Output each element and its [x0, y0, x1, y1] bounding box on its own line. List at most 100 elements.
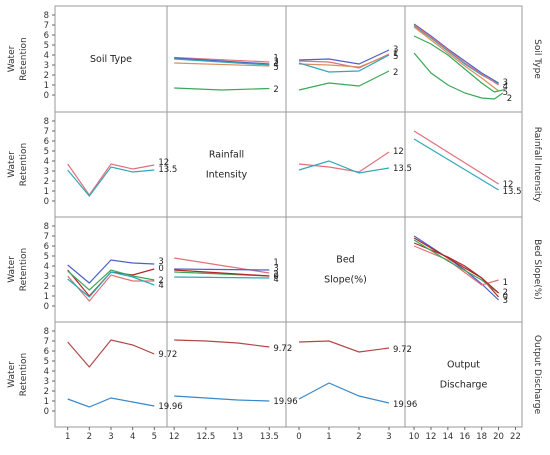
y-tick-label: 2 — [44, 177, 49, 187]
series-label-1: 1 — [503, 278, 508, 288]
series-line-1 — [67, 274, 155, 302]
x-axis-output-discharge: 10 12 14 16 18 20 22 — [409, 427, 521, 442]
series-line-3 — [298, 49, 390, 65]
y-tick-label: 4 — [44, 157, 49, 167]
series-line-4 — [67, 271, 155, 298]
row-factor-label: Rainfall Intensity — [532, 127, 542, 203]
y-axis-label: Water — [7, 45, 17, 72]
series-label-5: 5 — [273, 63, 278, 73]
series-label-5: 5 — [393, 52, 398, 62]
x-tick-label: 3 — [386, 432, 391, 442]
series-label-12: 12 — [393, 147, 404, 157]
series-label-2: 2 — [158, 276, 163, 286]
row-factor-label: Bed Slope(%) — [532, 239, 542, 300]
series-label-19-96: 19.96 — [158, 402, 182, 412]
series-label-9-72: 9.72 — [393, 345, 412, 355]
series-label-0: 0 — [158, 264, 163, 274]
cell-r2-c3: 3 120 — [413, 235, 508, 306]
diagonal-label-bed-slope: Slope(%) — [324, 275, 367, 286]
series-line-1 — [174, 56, 270, 63]
series-label-9-72: 9.72 — [273, 344, 292, 354]
x-axis-soil-type: 1 2 3 4 5 — [65, 427, 157, 442]
series-line-0 — [174, 269, 270, 277]
series-line-2 — [413, 239, 499, 294]
y-tick-label: 7 — [44, 232, 49, 242]
series-line-9-72 — [174, 339, 270, 348]
series-label-12: 12 — [158, 158, 169, 168]
series-line-2 — [174, 87, 270, 91]
x-tick-label: 13.5 — [260, 432, 279, 442]
x-tick-label: 18 — [476, 432, 487, 442]
cell-r1-c2: 12 13.5 — [298, 147, 412, 174]
x-tick-label: 4 — [130, 432, 135, 442]
diagonal-label-bed-slope: Bed — [336, 255, 354, 266]
series-label-2: 2 — [273, 270, 278, 280]
series-line-0 — [413, 237, 499, 294]
series-label-5: 5 — [503, 88, 508, 98]
series-label-13-5: 13.5 — [158, 165, 177, 175]
series-line-9-72 — [67, 339, 155, 368]
y-axis-label: Retention — [19, 143, 29, 186]
y-axis-label: Water — [7, 361, 17, 388]
series-label-2: 2 — [393, 68, 398, 78]
y-tick-label: 7 — [44, 337, 49, 347]
series-line-3 — [174, 57, 270, 65]
y-tick-label: 3 — [44, 272, 49, 282]
x-tick-label: 5 — [152, 432, 157, 442]
series-line-13-5 — [298, 160, 390, 174]
series-line-4 — [174, 276, 270, 279]
series-label-0: 0 — [273, 272, 278, 282]
x-tick-label: 1 — [326, 432, 331, 442]
y-tick-label: 4 — [44, 262, 49, 272]
series-line-12 — [67, 163, 155, 197]
series-label-4: 4 — [503, 82, 508, 92]
y-tick-label: 0 — [44, 91, 49, 101]
y-axis-label: Water — [7, 151, 17, 178]
series-label-3: 3 — [273, 264, 278, 274]
y-tick-label: 1 — [44, 187, 49, 197]
series-label-2: 2 — [273, 85, 278, 95]
diagonal-label-soil-type: Soil Type — [90, 54, 132, 65]
series-label-12: 12 — [503, 180, 514, 190]
y-tick-label: 0 — [44, 407, 49, 417]
x-tick-label: 0 — [296, 432, 301, 442]
series-line-2 — [298, 70, 390, 91]
x-tick-label: 3 — [108, 432, 113, 442]
y-tick-label: 8 — [44, 222, 49, 232]
series-label-1: 1 — [273, 258, 278, 268]
x-tick-label: 22 — [510, 432, 521, 442]
series-label-4: 4 — [273, 275, 278, 285]
y-tick-label: 8 — [44, 117, 49, 127]
y-tick-label: 6 — [44, 347, 49, 357]
x-tick-label: 16 — [459, 432, 470, 442]
cell-r2-c0: 30 24 — [67, 257, 164, 302]
y-axis-label: Water — [7, 256, 17, 283]
diagonal-label-output-discharge: Output — [447, 360, 480, 371]
series-line-2 — [67, 269, 155, 291]
series-line-4 — [298, 54, 390, 73]
series-line-12 — [413, 130, 499, 185]
y-tick-label: 3 — [44, 167, 49, 177]
y-axis-label: Retention — [19, 37, 29, 80]
series-label-3: 3 — [503, 78, 508, 88]
matrix-frame — [54, 5, 523, 428]
diagonal-label-rainfall-intensity: Rainfall — [209, 150, 244, 161]
cell-r3-c1: 9.72 19.96 — [174, 339, 298, 407]
x-axis-rainfall-intensity: 12 12.5 13 13.5 — [169, 427, 279, 442]
series-label-2: 2 — [503, 288, 508, 298]
y-axis-label: Retention — [19, 353, 29, 396]
y-tick-label: 5 — [44, 41, 49, 51]
series-label-4: 4 — [273, 60, 278, 70]
series-label-3: 3 — [273, 57, 278, 67]
y-tick-label: 7 — [44, 21, 49, 31]
series-label-1: 1 — [273, 54, 278, 64]
x-tick-label: 20 — [493, 432, 504, 442]
x-tick-label: 10 — [409, 432, 420, 442]
series-label-2: 2 — [507, 94, 512, 104]
y-tick-label: 6 — [44, 31, 49, 41]
